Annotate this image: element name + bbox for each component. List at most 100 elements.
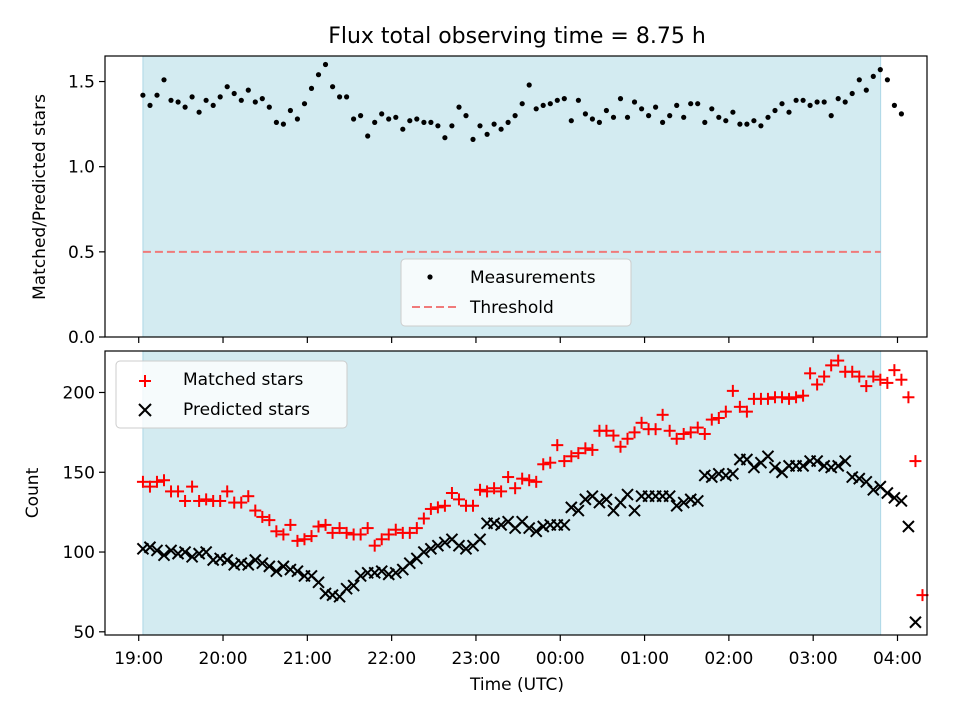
measurement-point	[196, 109, 202, 115]
measurement-point	[351, 116, 357, 122]
predicted-point	[761, 450, 775, 463]
measurement-point	[561, 96, 567, 102]
measurement-point	[695, 101, 701, 107]
predicted-point	[270, 564, 283, 578]
measurement-point	[449, 123, 455, 129]
x-tick-label: 23:00	[451, 649, 500, 669]
bottom-panel: 50 100 150 200 19:00 20:00 21:00 22:00 23:00 00:…	[23, 350, 929, 695]
matched-point	[523, 474, 536, 487]
measurement-point	[596, 119, 603, 125]
measurement-point	[140, 92, 146, 98]
x-tick-label: 02:00	[704, 649, 753, 669]
measurement-point	[477, 123, 483, 129]
predicted-point	[670, 499, 683, 512]
measurement-point	[189, 94, 195, 100]
matched-point	[488, 482, 501, 495]
matched-point	[319, 518, 332, 531]
matched-point	[776, 391, 789, 404]
matched-point	[719, 405, 732, 418]
predicted-point	[256, 556, 269, 570]
matched-point	[193, 494, 206, 507]
top-panel: 0.0 0.5 1.0 1.5 Matched/Predicted stars Mea…	[30, 55, 928, 348]
matched-point	[558, 455, 571, 468]
matched-point	[544, 456, 557, 469]
bottom-y-axis-ticks: 50 100 150 200	[63, 383, 105, 643]
matched-point	[150, 475, 163, 488]
legend-matched-marker	[139, 375, 151, 387]
matched-point	[333, 522, 346, 535]
predicted-point	[902, 520, 915, 533]
matched-point	[438, 499, 451, 512]
matched-point	[551, 439, 564, 452]
matched-point	[698, 427, 711, 440]
matched-point	[284, 518, 297, 531]
matched-point	[474, 483, 487, 496]
measurement-point	[582, 111, 589, 117]
matched-point	[572, 447, 585, 460]
measurement-point	[540, 102, 546, 108]
matched-point	[902, 391, 915, 404]
measurement-point	[400, 126, 406, 132]
matched-point	[424, 502, 437, 515]
matched-point	[740, 405, 753, 418]
measurement-point	[470, 136, 476, 142]
matched-point	[235, 496, 248, 509]
measurement-point	[308, 85, 315, 91]
x-tick-label: 04:00	[873, 649, 922, 669]
measurement-point	[210, 102, 216, 108]
matched-point	[172, 485, 185, 498]
predicted-point	[375, 564, 388, 578]
measurement-point	[667, 113, 673, 119]
y-tick-label: 1.0	[68, 158, 95, 178]
predicted-point	[839, 454, 852, 468]
measurement-point	[435, 123, 441, 129]
measurement-point	[821, 99, 827, 105]
measurement-point	[575, 97, 582, 103]
predicted-point	[438, 536, 452, 549]
matched-point	[790, 391, 803, 404]
matched-point	[389, 523, 402, 536]
x-tick-label: 03:00	[789, 649, 838, 669]
matched-point	[677, 427, 690, 440]
chart-title: Flux total observing time = 8.75 h	[328, 24, 706, 49]
y-tick-label: 1.5	[68, 73, 95, 93]
predicted-point	[143, 541, 157, 554]
matched-point	[452, 493, 465, 506]
measurement-point	[660, 119, 666, 125]
measurement-point	[168, 97, 174, 103]
matched-point	[375, 533, 388, 546]
measurement-point	[737, 121, 743, 127]
measurement-point	[526, 82, 532, 88]
measurement-point	[639, 106, 645, 112]
measurement-point	[421, 119, 427, 125]
predicted-point	[403, 556, 417, 570]
measurement-point	[870, 73, 876, 79]
measurement-point	[863, 87, 869, 93]
measurement-point	[372, 119, 378, 125]
matched-point	[326, 526, 339, 539]
measurement-point	[393, 114, 399, 120]
measurement-point	[203, 97, 209, 103]
measurement-point	[744, 121, 750, 127]
measurement-point	[653, 104, 659, 110]
y-tick-label: 50	[73, 623, 95, 643]
matched-point	[712, 412, 725, 425]
predicted-point	[600, 493, 613, 506]
predicted-point	[909, 616, 922, 629]
matched-point	[881, 376, 894, 389]
matched-point	[607, 429, 620, 442]
predicted-point	[565, 501, 578, 514]
measurement-point	[877, 67, 883, 73]
matched-point	[467, 499, 480, 512]
measurements-series	[140, 61, 905, 142]
measurement-point	[723, 118, 729, 124]
measurement-point	[147, 102, 153, 108]
measurement-point	[365, 133, 371, 139]
matched-point	[804, 367, 817, 380]
measurement-point	[800, 97, 806, 103]
matched-point	[417, 512, 430, 525]
y-tick-label: 0.5	[68, 243, 95, 263]
matched-point	[895, 373, 908, 386]
x-axis-label: Time (UTC)	[469, 675, 564, 695]
matched-point	[516, 472, 529, 485]
